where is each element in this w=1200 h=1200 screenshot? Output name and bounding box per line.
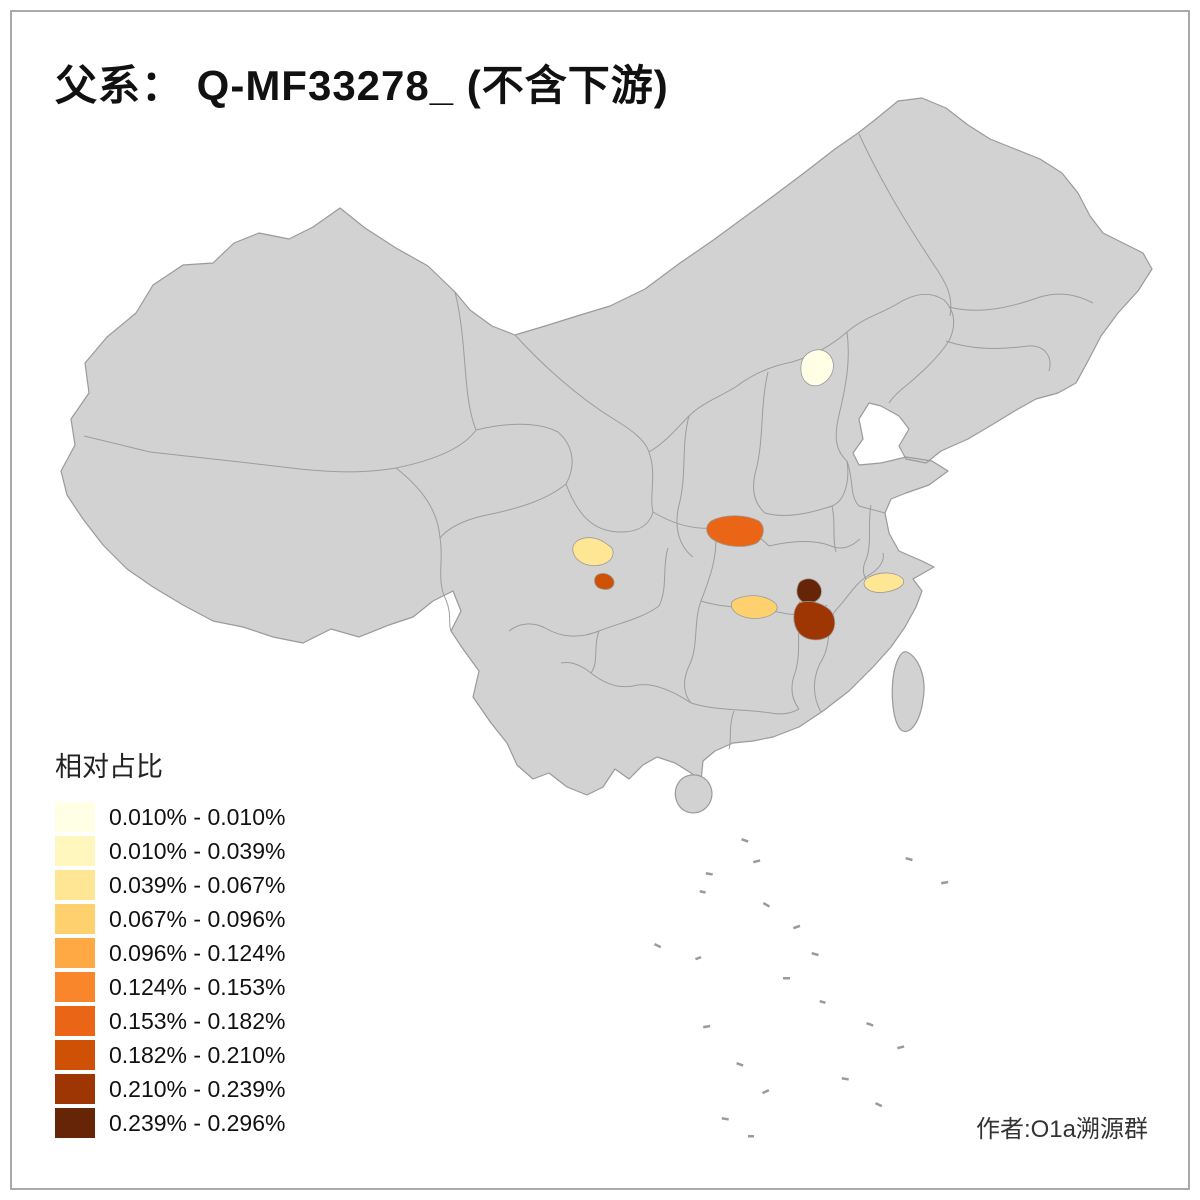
legend-item-label: 0.010% - 0.010% bbox=[109, 803, 286, 830]
legend-item: 0.010% - 0.039% bbox=[55, 834, 285, 868]
legend-swatch bbox=[55, 1074, 95, 1104]
legend-item-label: 0.096% - 0.124% bbox=[109, 939, 286, 966]
highlight-region-south-sichuan bbox=[594, 573, 615, 590]
page-title: 父系： Q-MF33278_ (不含下游) bbox=[55, 62, 669, 109]
legend-swatch bbox=[55, 1006, 95, 1036]
legend-item-label: 0.210% - 0.239% bbox=[109, 1075, 286, 1102]
legend-item: 0.039% - 0.067% bbox=[55, 868, 285, 902]
legend-swatch bbox=[55, 938, 95, 968]
legend: 相对占比 0.010% - 0.010% 0.010% - 0.039% 0.039… bbox=[55, 745, 285, 1140]
legend-swatch bbox=[55, 1040, 95, 1070]
legend-item: 0.124% - 0.153% bbox=[55, 970, 285, 1004]
islands bbox=[674, 651, 925, 814]
legend-items: 0.010% - 0.010% 0.010% - 0.039% 0.039% - 0… bbox=[55, 800, 285, 1140]
legend-item-label: 0.124% - 0.153% bbox=[109, 973, 286, 1000]
legend-swatch bbox=[55, 1108, 95, 1138]
highlight-region-chengdu bbox=[572, 537, 614, 567]
legend-item: 0.067% - 0.096% bbox=[55, 902, 285, 936]
legend-item: 0.239% - 0.296% bbox=[55, 1106, 285, 1140]
legend-swatch bbox=[55, 904, 95, 934]
legend-item-label: 0.010% - 0.039% bbox=[109, 837, 286, 864]
legend-swatch bbox=[55, 870, 95, 900]
attribution: 作者:O1a溯源群 bbox=[975, 1116, 1148, 1143]
legend-item: 0.182% - 0.210% bbox=[55, 1038, 285, 1072]
mainland-shape bbox=[60, 97, 1153, 796]
legend-item: 0.010% - 0.010% bbox=[55, 800, 285, 834]
legend-swatch bbox=[55, 802, 95, 832]
legend-swatch bbox=[55, 972, 95, 1002]
hainan-island bbox=[674, 774, 713, 814]
legend-item: 0.153% - 0.182% bbox=[55, 1004, 285, 1038]
south-china-sea-islands bbox=[653, 838, 949, 1138]
highlight-region-nw-hubei bbox=[706, 515, 764, 547]
legend-item: 0.210% - 0.239% bbox=[55, 1072, 285, 1106]
province-borders bbox=[83, 133, 1094, 750]
legend-swatch bbox=[55, 836, 95, 866]
legend-item-label: 0.182% - 0.210% bbox=[109, 1041, 286, 1068]
highlight-region-zhejiang bbox=[863, 572, 905, 593]
highlight-region-beijing bbox=[800, 349, 834, 387]
legend-item-label: 0.239% - 0.296% bbox=[109, 1109, 286, 1136]
highlight-region-hunan bbox=[730, 595, 778, 619]
highlight-region-jiangxi-lower bbox=[793, 601, 836, 641]
highlight-regions bbox=[572, 349, 905, 641]
legend-item-label: 0.153% - 0.182% bbox=[109, 1007, 286, 1034]
legend-item: 0.096% - 0.124% bbox=[55, 936, 285, 970]
legend-item-label: 0.039% - 0.067% bbox=[109, 871, 286, 898]
taiwan-island bbox=[891, 651, 925, 732]
legend-title: 相对占比 bbox=[55, 752, 163, 782]
legend-item-label: 0.067% - 0.096% bbox=[109, 905, 286, 932]
highlight-region-jiangxi-upper bbox=[796, 578, 822, 604]
